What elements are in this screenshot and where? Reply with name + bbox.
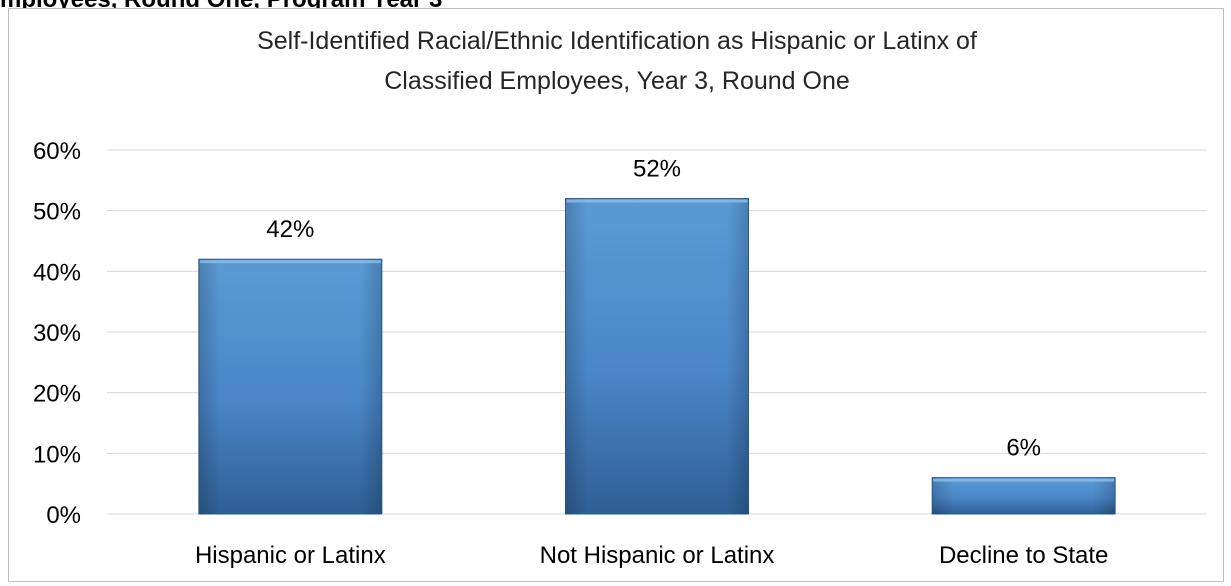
data-label: 52% — [633, 156, 681, 183]
bar-shade — [198, 259, 382, 514]
data-label: 6% — [1006, 435, 1041, 462]
y-tick-label: 60% — [33, 138, 81, 165]
x-category-label: Decline to State — [939, 542, 1108, 569]
data-label: 42% — [266, 216, 314, 243]
y-tick-label: 50% — [33, 199, 81, 226]
bar-highlight — [199, 260, 381, 264]
y-tick-label: 40% — [33, 259, 81, 286]
bar-highlight — [566, 199, 748, 203]
x-category-label: Not Hispanic or Latinx — [540, 542, 775, 569]
bar-highlight — [933, 478, 1115, 482]
chart-title-line-2: Classified Employees, Year 3, Round One — [384, 67, 850, 95]
bar-shade — [565, 198, 749, 515]
x-category-label: Hispanic or Latinx — [195, 542, 386, 569]
y-tick-label: 20% — [33, 381, 81, 408]
chart-title-line-1: Self-Identified Racial/Ethnic Identifica… — [257, 27, 977, 55]
y-tick-label: 10% — [33, 441, 81, 468]
chart-title: Self-Identified Racial/Ethnic Identifica… — [9, 21, 1225, 101]
y-tick-label: 0% — [46, 502, 81, 529]
bar-shade — [932, 477, 1116, 514]
y-tick-label: 30% — [33, 320, 81, 347]
